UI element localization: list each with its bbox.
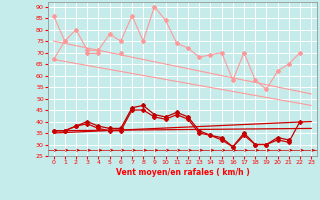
X-axis label: Vent moyen/en rafales ( km/h ): Vent moyen/en rafales ( km/h ) — [116, 168, 249, 177]
